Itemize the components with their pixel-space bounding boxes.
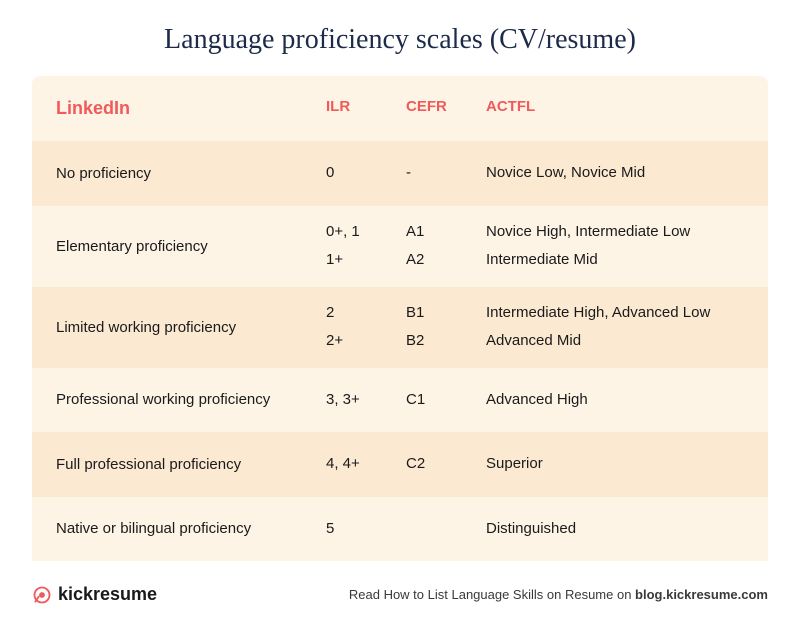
cell-cefr-value: B2 (406, 327, 486, 356)
th-ilr: ILR (326, 98, 406, 119)
th-cefr: CEFR (406, 98, 486, 119)
cell-actfl: Advanced High (486, 386, 744, 415)
proficiency-table: LinkedIn ILR CEFR ACTFL No proficiency0-… (32, 76, 768, 570)
logo-icon (32, 585, 52, 605)
cell-actfl-value: Advanced High (486, 386, 744, 415)
cell-cefr: C2 (406, 450, 486, 479)
cell-actfl-value: Intermediate Mid (486, 246, 744, 275)
cell-ilr-value: 2 (326, 299, 406, 328)
page-title: Language proficiency scales (CV/resume) (32, 24, 768, 56)
brand-logo: kickresume (32, 584, 157, 605)
footer: kickresume Read How to List Language Ski… (32, 584, 768, 605)
cell-ilr-value: 2+ (326, 327, 406, 356)
table-row: Full professional proficiency4, 4+C2Supe… (32, 432, 768, 497)
cell-ilr-value: 0+, 1 (326, 218, 406, 247)
cell-ilr: 0 (326, 159, 406, 188)
table-row: Professional working proficiency3, 3+C1A… (32, 368, 768, 433)
cell-linkedin: Full professional proficiency (56, 450, 326, 479)
cell-cefr: B1B2 (406, 299, 486, 356)
cell-actfl: Novice Low, Novice Mid (486, 159, 744, 188)
cell-cefr: C1 (406, 386, 486, 415)
cell-cefr-value: C1 (406, 386, 486, 415)
cell-actfl-value: Advanced Mid (486, 327, 744, 356)
cell-cefr (406, 515, 486, 544)
cell-actfl: Distinguished (486, 515, 744, 544)
cell-actfl-value: Intermediate High, Advanced Low (486, 299, 744, 328)
cell-actfl: Intermediate High, Advanced LowAdvanced … (486, 299, 744, 356)
cell-cefr-value: A2 (406, 246, 486, 275)
cell-ilr-value: 3, 3+ (326, 386, 406, 415)
cell-cefr-value: C2 (406, 450, 486, 479)
cell-cefr: A1A2 (406, 218, 486, 275)
cell-cefr-value: B1 (406, 299, 486, 328)
table-row: Elementary proficiency0+, 11+A1A2Novice … (32, 206, 768, 287)
cell-linkedin: Professional working proficiency (56, 386, 326, 415)
attribution-link: blog.kickresume.com (635, 587, 768, 602)
cell-linkedin: No proficiency (56, 159, 326, 188)
th-linkedin: LinkedIn (56, 98, 326, 119)
cell-actfl-value: Novice Low, Novice Mid (486, 159, 744, 188)
th-actfl: ACTFL (486, 98, 744, 119)
cell-linkedin: Native or bilingual proficiency (56, 515, 326, 544)
attribution-prefix: Read How to List Language Skills on Resu… (349, 587, 635, 602)
cell-ilr-value: 1+ (326, 246, 406, 275)
cell-actfl: Novice High, Intermediate LowIntermediat… (486, 218, 744, 275)
cell-ilr-value: 4, 4+ (326, 450, 406, 479)
cell-ilr: 3, 3+ (326, 386, 406, 415)
attribution-text: Read How to List Language Skills on Resu… (349, 587, 768, 602)
table-row: No proficiency0-Novice Low, Novice Mid (32, 141, 768, 206)
logo-text: kickresume (58, 584, 157, 605)
cell-linkedin: Elementary proficiency (56, 218, 326, 275)
table-body: No proficiency0-Novice Low, Novice MidEl… (32, 141, 768, 561)
table-header-row: LinkedIn ILR CEFR ACTFL (32, 76, 768, 141)
cell-actfl-value: Superior (486, 450, 744, 479)
cell-actfl-value: Distinguished (486, 515, 744, 544)
table-row: Native or bilingual proficiency5 Distingu… (32, 497, 768, 562)
cell-cefr-value: - (406, 159, 486, 188)
cell-ilr: 4, 4+ (326, 450, 406, 479)
table-row: Limited working proficiency22+B1B2Interm… (32, 287, 768, 368)
cell-actfl-value: Novice High, Intermediate Low (486, 218, 744, 247)
cell-actfl: Superior (486, 450, 744, 479)
cell-ilr: 5 (326, 515, 406, 544)
cell-cefr-value: A1 (406, 218, 486, 247)
cell-ilr-value: 0 (326, 159, 406, 188)
cell-ilr: 0+, 11+ (326, 218, 406, 275)
cell-linkedin: Limited working proficiency (56, 299, 326, 356)
cell-cefr: - (406, 159, 486, 188)
cell-ilr: 22+ (326, 299, 406, 356)
cell-ilr-value: 5 (326, 515, 406, 544)
